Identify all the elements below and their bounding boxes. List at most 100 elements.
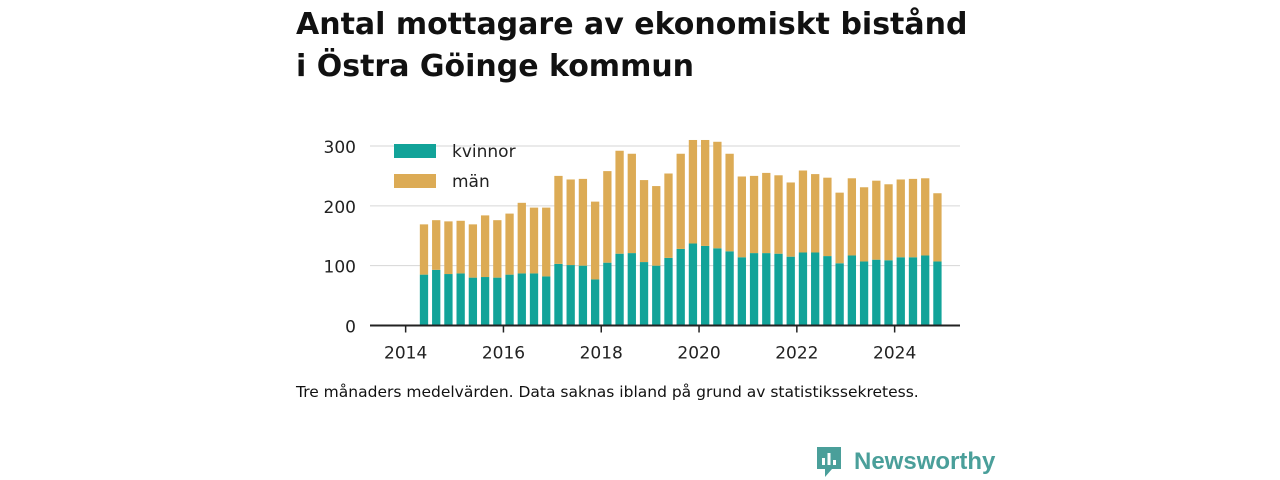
bar-man bbox=[468, 224, 478, 278]
bar-man bbox=[737, 176, 746, 258]
bar-man bbox=[859, 187, 869, 262]
bar-kvinnor bbox=[823, 256, 832, 326]
bar-kvinnor bbox=[456, 273, 465, 326]
bar-kvinnor bbox=[896, 257, 905, 326]
bar-kvinnor bbox=[884, 260, 893, 326]
bar-kvinnor bbox=[652, 265, 661, 326]
bar-kvinnor bbox=[749, 253, 759, 326]
bar-kvinnor bbox=[725, 251, 734, 326]
bar-man bbox=[884, 184, 893, 261]
bar-man bbox=[432, 220, 441, 270]
bar-man bbox=[480, 215, 490, 278]
bar-man bbox=[896, 179, 905, 258]
bar-man bbox=[774, 175, 783, 254]
bar-kvinnor bbox=[872, 259, 881, 326]
bar-kvinnor bbox=[578, 265, 588, 326]
bar-kvinnor bbox=[529, 273, 539, 326]
bar-man bbox=[529, 207, 539, 274]
bar-man bbox=[749, 175, 759, 254]
bar-man bbox=[639, 180, 649, 263]
bar-man bbox=[811, 174, 820, 253]
x-tick-label: 2022 bbox=[775, 344, 818, 364]
bar-man bbox=[664, 173, 673, 258]
bar-man bbox=[505, 213, 514, 275]
bar-man bbox=[762, 172, 771, 254]
x-tick-label: 2014 bbox=[384, 344, 427, 364]
bar-kvinnor bbox=[480, 277, 490, 326]
y-tick-label: 300 bbox=[324, 138, 356, 158]
bar-man bbox=[444, 221, 453, 275]
bar-kvinnor bbox=[444, 274, 453, 326]
y-tick-label: 200 bbox=[324, 198, 356, 218]
bar-kvinnor bbox=[688, 243, 698, 326]
bar-kvinnor bbox=[542, 276, 551, 326]
bar-man bbox=[713, 141, 722, 249]
bar-kvinnor bbox=[590, 279, 600, 326]
bar-kvinnor bbox=[493, 277, 502, 326]
bar-man bbox=[554, 175, 563, 264]
bar-kvinnor bbox=[786, 256, 795, 326]
brand-logo: Newsworthy bbox=[814, 445, 995, 479]
x-tick-label: 2016 bbox=[482, 344, 525, 364]
bar-man bbox=[786, 182, 795, 257]
legend-swatch-kvinnor bbox=[394, 144, 436, 158]
bar-man bbox=[823, 177, 832, 257]
bar-kvinnor bbox=[627, 253, 636, 326]
bar-man bbox=[872, 180, 881, 260]
bar-kvinnor bbox=[676, 248, 685, 326]
bar-kvinnor bbox=[774, 253, 783, 326]
bar-kvinnor bbox=[847, 255, 857, 326]
stacked-bar-chart: 0 100 200 300 2014 2016 2018 2020 2022 2024 kvinn… bbox=[324, 138, 960, 364]
x-tick-label: 2018 bbox=[580, 344, 623, 364]
bar-man bbox=[835, 192, 844, 264]
x-tick-label: 2024 bbox=[873, 344, 916, 364]
bar-kvinnor bbox=[468, 277, 478, 326]
bar-kvinnor bbox=[517, 273, 526, 326]
legend-label: kvinnor bbox=[452, 142, 516, 162]
bar-man bbox=[603, 171, 612, 263]
bar-man bbox=[908, 178, 918, 258]
legend-swatch-man bbox=[394, 174, 436, 188]
bar-kvinnor bbox=[566, 265, 575, 326]
bar-kvinnor bbox=[639, 262, 649, 326]
chart-title: Antal mottagare av ekonomiskt bistånd i … bbox=[296, 4, 1016, 88]
bar-man bbox=[627, 153, 636, 254]
bar-kvinnor bbox=[554, 263, 563, 326]
chart-title-line-2: i Östra Göinge kommun bbox=[296, 49, 695, 84]
bar-man bbox=[847, 178, 857, 256]
bar-man bbox=[921, 178, 930, 256]
bar-man bbox=[676, 153, 685, 249]
bar-kvinnor bbox=[859, 261, 869, 326]
bar-kvinnor bbox=[835, 263, 844, 326]
bar-kvinnor bbox=[908, 257, 918, 326]
bar-man bbox=[615, 150, 624, 254]
bar-kvinnor bbox=[419, 274, 429, 326]
bar-man bbox=[566, 179, 575, 266]
y-tick-label: 100 bbox=[324, 258, 356, 278]
legend-label: män bbox=[452, 172, 490, 192]
bar-kvinnor bbox=[603, 262, 612, 326]
bar-kvinnor bbox=[798, 252, 808, 326]
bar-kvinnor bbox=[737, 257, 746, 326]
bar-kvinnor bbox=[811, 252, 820, 326]
brand-name: Newsworthy bbox=[854, 448, 996, 475]
y-tick-label: 0 bbox=[345, 318, 356, 338]
bar-man bbox=[456, 220, 465, 274]
bar-kvinnor bbox=[762, 253, 771, 326]
bar-man bbox=[798, 170, 808, 253]
bar-man bbox=[725, 153, 734, 252]
bar-man bbox=[578, 178, 588, 266]
bar-man bbox=[517, 202, 526, 274]
bar-kvinnor bbox=[701, 245, 710, 326]
bar-man bbox=[493, 220, 502, 278]
bar-man bbox=[652, 186, 661, 266]
bar-kvinnor bbox=[664, 257, 673, 326]
bar-kvinnor bbox=[713, 248, 722, 326]
bar-man bbox=[701, 139, 710, 246]
bar-kvinnor bbox=[505, 274, 514, 326]
bar-man bbox=[542, 207, 551, 277]
bar-kvinnor bbox=[432, 269, 441, 326]
bar-man bbox=[933, 193, 942, 262]
bar-kvinnor bbox=[933, 261, 942, 326]
bar-man bbox=[688, 139, 698, 244]
